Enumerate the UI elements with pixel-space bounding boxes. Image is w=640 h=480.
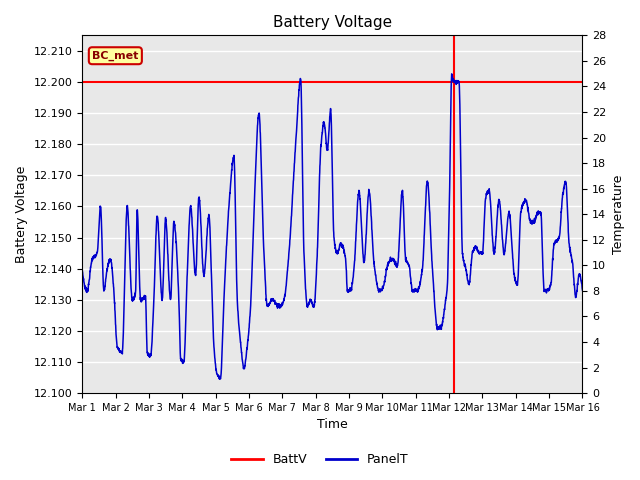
Y-axis label: Temperature: Temperature bbox=[612, 175, 625, 254]
Y-axis label: Battery Voltage: Battery Voltage bbox=[15, 166, 28, 263]
Text: BC_met: BC_met bbox=[92, 50, 138, 61]
Title: Battery Voltage: Battery Voltage bbox=[273, 15, 392, 30]
X-axis label: Time: Time bbox=[317, 419, 348, 432]
Legend: BattV, PanelT: BattV, PanelT bbox=[227, 448, 413, 471]
